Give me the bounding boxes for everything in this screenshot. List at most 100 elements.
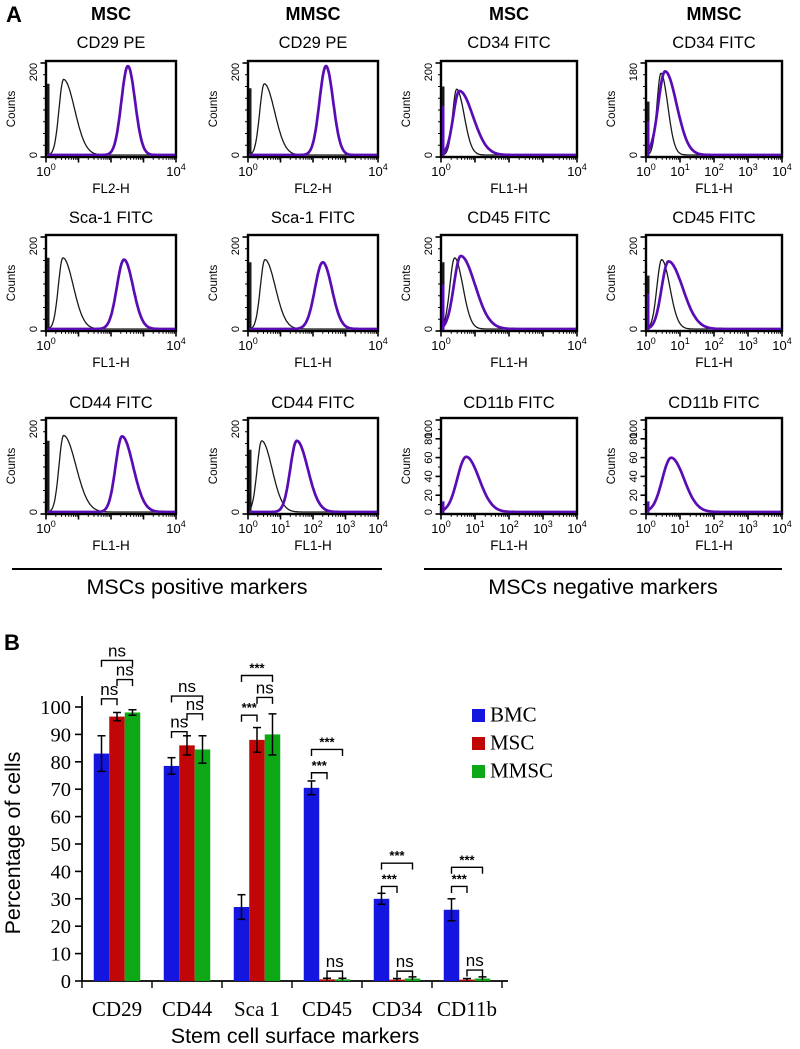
y-tick-label: 60 bbox=[51, 807, 72, 829]
sig-label: ns bbox=[170, 713, 188, 732]
y-tick-label: 60 bbox=[628, 451, 640, 463]
y-tick-label: 80 bbox=[51, 752, 72, 774]
x-tick-label: 102 bbox=[303, 519, 322, 536]
x-tick-label: 103 bbox=[738, 519, 757, 536]
flow-histogram-sca-1-fitc-msc: 0 200 Counts 100 104 FL1-H bbox=[6, 233, 186, 370]
x-tick-label: 104 bbox=[772, 162, 791, 179]
x-tick-label: 104 bbox=[772, 519, 791, 536]
y-tick-label: 0 bbox=[230, 509, 242, 515]
sig-label: *** bbox=[382, 871, 398, 886]
plot-frame bbox=[439, 416, 579, 516]
x-tick-label: 100 bbox=[431, 162, 450, 179]
x-tick-label: 104 bbox=[368, 519, 387, 536]
y-tick-label: 0 bbox=[423, 152, 435, 158]
y-tick-label: 60 bbox=[423, 451, 435, 463]
sig-bracket-cd44-bmc-msc: ns bbox=[170, 713, 188, 739]
error-bar-msc-cd11b bbox=[463, 977, 471, 981]
y-tick-label: 0 bbox=[628, 326, 640, 332]
x-tick-label: 102 bbox=[499, 519, 518, 536]
sig-label: *** bbox=[312, 758, 328, 773]
x-tick-label: 100 bbox=[36, 162, 55, 179]
category-label-cd44: CD44 bbox=[162, 997, 213, 1021]
column-header-msc-2: MSC bbox=[489, 4, 529, 24]
x-tick-label: 100 bbox=[238, 336, 257, 353]
column-header-mmsc-2: MMSC bbox=[686, 4, 742, 24]
category-label-cd45: CD45 bbox=[302, 997, 352, 1021]
x-tick-label: 104 bbox=[166, 519, 185, 536]
y-tick-label: 200 bbox=[230, 63, 242, 81]
panel-b-label: B bbox=[4, 630, 20, 655]
sig-label: ns bbox=[466, 951, 484, 970]
y-axis-label: Counts bbox=[6, 448, 18, 485]
x-tick-label: 101 bbox=[670, 162, 689, 179]
x-axis-label: FL1-H bbox=[294, 355, 332, 370]
error-bar-bmc-cd34 bbox=[377, 892, 386, 906]
y-tick-label: 0 bbox=[28, 509, 40, 515]
y-tick-label: 0 bbox=[423, 326, 435, 332]
sig-bracket-cd34-msc-mmsc: ns bbox=[396, 952, 414, 978]
sig-bracket-cd45-bmc-mmsc: *** bbox=[310, 734, 344, 756]
y-tick-label: 80 bbox=[628, 433, 640, 445]
bar-bmc-cd11b bbox=[443, 909, 460, 981]
legend: BMC MSC MMSC bbox=[472, 703, 553, 783]
y-tick-label: 200 bbox=[28, 237, 40, 255]
x-tick-label: 100 bbox=[238, 519, 257, 536]
sig-label: *** bbox=[452, 871, 468, 886]
y-tick-label: 40 bbox=[423, 470, 435, 482]
y-tick-label: 180 bbox=[628, 63, 640, 81]
marker-curve bbox=[442, 455, 576, 513]
y-tick-label: 80 bbox=[423, 433, 435, 445]
y-tick-label: 70 bbox=[51, 779, 72, 801]
hist-title-cd11b-fitc-mmsc: CD11b FITC bbox=[668, 394, 760, 412]
hist-title-cd44-fitc-msc: CD44 FITC bbox=[69, 394, 153, 412]
marker-curve bbox=[249, 439, 377, 513]
y-tick-label: 0 bbox=[28, 152, 40, 158]
sig-label: ns bbox=[178, 677, 196, 696]
sig-bracket-cd45-bmc-msc: *** bbox=[310, 758, 328, 780]
flow-histogram-cd34-fitc-msc: 0 200 Counts 100 104 FL1-H bbox=[401, 59, 587, 196]
error-bar-bmc-sca-1 bbox=[237, 893, 246, 921]
legend-swatch-msc bbox=[472, 737, 485, 750]
plot-frame bbox=[644, 233, 784, 333]
x-axis-label: FL1-H bbox=[695, 181, 733, 196]
sig-bracket-cd44-msc-mmsc: ns bbox=[186, 695, 204, 721]
y-tick-label: 100 bbox=[628, 420, 640, 438]
bar-bmc-cd29 bbox=[93, 753, 110, 981]
sig-label: ns bbox=[108, 641, 126, 660]
x-tick-label: 102 bbox=[704, 336, 723, 353]
sig-bracket-cd29-bmc-msc: ns bbox=[100, 680, 118, 706]
y-axis-label: Counts bbox=[6, 91, 18, 128]
category-label-sca-1: Sca 1 bbox=[234, 997, 280, 1021]
x-tick-label: 103 bbox=[533, 519, 552, 536]
x-tick-label: 100 bbox=[431, 336, 450, 353]
bar-chart: 0 10 20 30 40 50 60 70 80 90 100 CD29 CD44 Sca 1 CD45 C… bbox=[1, 641, 553, 1048]
error-bar-mmsc-cd29 bbox=[128, 708, 137, 716]
hist-title-cd29-pe-msc: CD29 PE bbox=[76, 34, 146, 52]
flow-histogram-grid: CD29 PE 0 200 Counts 100 104 FL2-H CD29 PE 0 200 C… bbox=[6, 34, 792, 553]
y-tick-label: 0 bbox=[230, 326, 242, 332]
bar-bmc-cd45 bbox=[303, 787, 320, 981]
bar-msc-sca-1 bbox=[249, 739, 265, 981]
x-tick-label: 102 bbox=[704, 519, 723, 536]
y-axis-label: Counts bbox=[606, 91, 618, 128]
x-axis-label: FL2-H bbox=[92, 181, 130, 196]
sig-label: *** bbox=[249, 660, 265, 675]
category-label-cd34: CD34 bbox=[372, 997, 423, 1021]
x-tick-label: 104 bbox=[368, 162, 387, 179]
sig-label: ns bbox=[100, 680, 118, 699]
sig-label: ns bbox=[256, 678, 274, 697]
bar-msc-cd29 bbox=[109, 716, 125, 981]
x-tick-label: 101 bbox=[670, 336, 689, 353]
y-tick-label: 10 bbox=[51, 944, 72, 966]
hist-title-cd34-fitc-mmsc: CD34 FITC bbox=[672, 34, 756, 52]
marker-curve bbox=[442, 89, 576, 156]
bar-mmsc-cd29 bbox=[124, 712, 141, 981]
flow-histogram-cd44-fitc-msc: 0 200 Counts 100 104 FL1-H bbox=[6, 416, 186, 553]
error-bar-mmsc-cd45 bbox=[338, 977, 347, 981]
sig-label: *** bbox=[319, 734, 335, 749]
hist-title-sca-1-fitc-mmsc: Sca-1 FITC bbox=[270, 209, 356, 227]
error-bar-bmc-cd11b bbox=[447, 898, 456, 922]
x-axis-label: FL1-H bbox=[695, 355, 733, 370]
sig-bracket-cd11b-msc-mmsc: ns bbox=[466, 951, 484, 977]
